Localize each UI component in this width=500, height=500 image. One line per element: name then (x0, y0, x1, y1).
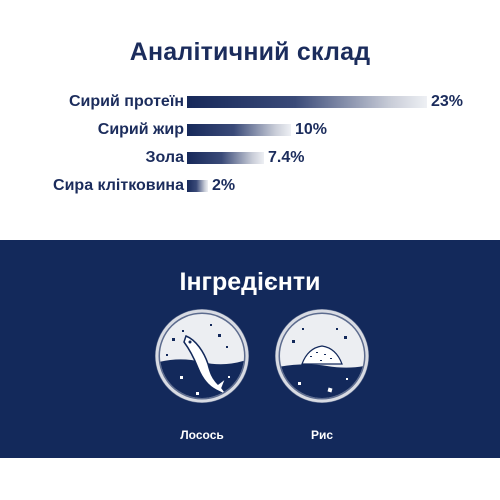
salmon-icon (155, 309, 249, 403)
ingredient-name: Лосось (180, 428, 224, 442)
analysis-row-bar (187, 152, 264, 164)
analysis-row-fibre: Сира клітковина 2% (0, 174, 500, 198)
analysis-row-bar (187, 96, 427, 108)
analysis-row-bar (187, 124, 291, 136)
analysis-row-ash: Зола 7.4% (0, 146, 500, 170)
analysis-row-label: Зола (145, 149, 184, 166)
page-bottom (0, 458, 500, 500)
ingredient-name: Рис (310, 428, 334, 442)
analysis-row-protein: Сирий протеїн 23% (0, 90, 500, 114)
analysis-row-label: Сира клітковина (53, 177, 184, 194)
analysis-section: Аналітичний склад Сирий протеїн 23% Сири… (0, 0, 500, 240)
analysis-row-label: Сирий жир (97, 121, 184, 138)
ingredient-rice: Рис (272, 306, 372, 442)
analysis-row-value: 23% (431, 93, 464, 110)
ingredient-salmon: Лосось (152, 306, 252, 442)
analysis-title: Аналітичний склад (129, 38, 371, 66)
analysis-row-value: 7.4% (268, 149, 305, 166)
analysis-row-value: 2% (212, 177, 236, 194)
ingredients-title: Інгредієнти (179, 268, 321, 296)
analysis-row-bar (187, 180, 208, 192)
ingredients-section: Інгредієнти (0, 240, 500, 458)
analysis-row-value: 10% (295, 121, 328, 138)
analysis-row-label: Сирий протеїн (69, 93, 184, 110)
analysis-row-fat: Сирий жир 10% (0, 118, 500, 142)
rice-icon (275, 309, 369, 403)
